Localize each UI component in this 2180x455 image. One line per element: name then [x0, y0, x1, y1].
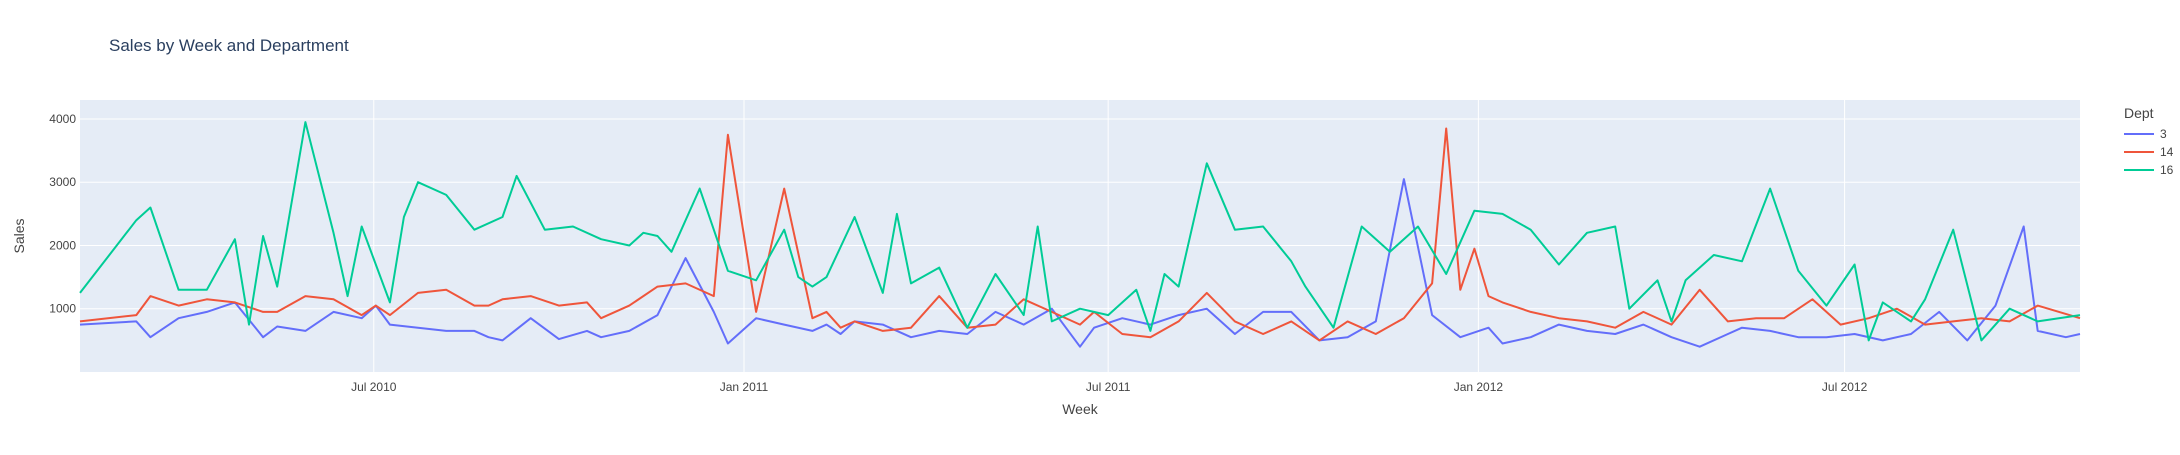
- y-tick-label: 4000: [49, 112, 76, 126]
- y-tick-label: 2000: [49, 238, 76, 252]
- series-line-14: [79, 127, 2081, 342]
- legend-label-14: 14: [2160, 145, 2174, 159]
- series-line-16: [79, 121, 2081, 342]
- y-axis-label: Sales: [11, 218, 27, 253]
- legend-label-3: 3: [2160, 127, 2167, 141]
- tick-layer: 1000 2000 3000 4000 Jul 2010 Jan 2011 Jul 2011…: [49, 112, 1867, 394]
- chart-title: Sales by Week and Department: [109, 36, 349, 55]
- y-tick-label: 3000: [49, 175, 76, 189]
- y-tick-label: 1000: [49, 302, 76, 316]
- series-line-3: [79, 178, 2081, 348]
- x-tick-label: Jan 2012: [1454, 380, 1504, 394]
- legend: Dept 3 14 16: [2124, 105, 2174, 177]
- legend-label-16: 16: [2160, 163, 2174, 177]
- x-tick-label: Jul 2010: [351, 380, 397, 394]
- grid-layer: [80, 100, 2080, 372]
- legend-title: Dept: [2124, 105, 2154, 121]
- x-axis-label: Week: [1062, 401, 1099, 417]
- x-tick-label: Jul 2012: [1822, 380, 1868, 394]
- plot-area: [80, 100, 2080, 372]
- x-tick-label: Jan 2011: [720, 380, 769, 394]
- series-layer: [79, 121, 2081, 348]
- x-tick-label: Jul 2011: [1086, 380, 1131, 394]
